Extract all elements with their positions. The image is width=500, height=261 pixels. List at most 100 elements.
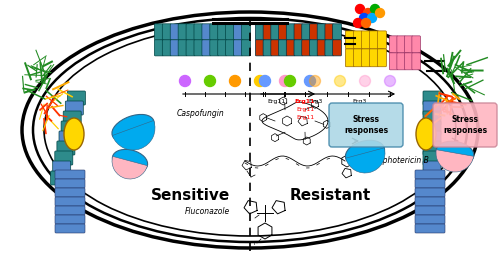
FancyBboxPatch shape (278, 40, 287, 56)
FancyBboxPatch shape (378, 31, 386, 49)
Ellipse shape (436, 141, 474, 165)
Circle shape (360, 14, 368, 22)
FancyBboxPatch shape (55, 206, 85, 215)
FancyBboxPatch shape (162, 24, 172, 40)
Ellipse shape (346, 140, 385, 166)
FancyBboxPatch shape (263, 40, 272, 56)
FancyBboxPatch shape (378, 49, 386, 67)
Ellipse shape (112, 149, 148, 173)
Circle shape (354, 19, 362, 27)
Circle shape (230, 75, 240, 86)
FancyBboxPatch shape (210, 24, 219, 40)
FancyBboxPatch shape (370, 49, 378, 67)
Circle shape (384, 75, 396, 86)
FancyBboxPatch shape (50, 171, 68, 185)
FancyBboxPatch shape (317, 24, 326, 40)
Circle shape (180, 75, 190, 86)
FancyBboxPatch shape (423, 91, 441, 105)
FancyBboxPatch shape (263, 24, 272, 40)
FancyBboxPatch shape (242, 40, 250, 56)
FancyBboxPatch shape (397, 53, 406, 70)
FancyBboxPatch shape (415, 188, 445, 197)
Ellipse shape (112, 114, 154, 141)
Text: Erg11: Erg11 (295, 99, 316, 104)
FancyBboxPatch shape (186, 24, 195, 40)
Ellipse shape (416, 118, 436, 150)
Ellipse shape (64, 118, 84, 150)
FancyBboxPatch shape (423, 171, 441, 185)
FancyBboxPatch shape (423, 131, 441, 145)
FancyBboxPatch shape (234, 24, 242, 40)
FancyBboxPatch shape (194, 24, 203, 40)
Text: Sensitive: Sensitive (150, 188, 230, 204)
FancyBboxPatch shape (218, 24, 226, 40)
FancyBboxPatch shape (415, 197, 445, 206)
FancyBboxPatch shape (302, 24, 310, 40)
FancyBboxPatch shape (415, 215, 445, 224)
FancyBboxPatch shape (55, 151, 73, 165)
FancyBboxPatch shape (256, 40, 264, 56)
Circle shape (370, 4, 380, 14)
Wedge shape (346, 148, 385, 173)
Text: F: F (254, 241, 256, 246)
Wedge shape (112, 156, 148, 179)
FancyBboxPatch shape (332, 40, 342, 56)
Text: Erg3: Erg3 (353, 99, 367, 104)
Wedge shape (436, 150, 474, 172)
Text: Erg11: Erg11 (267, 99, 285, 104)
Circle shape (260, 75, 270, 86)
FancyBboxPatch shape (55, 170, 85, 179)
Text: Caspofungin: Caspofungin (177, 109, 225, 118)
FancyBboxPatch shape (52, 161, 70, 175)
Text: Stress
responses: Stress responses (443, 115, 487, 135)
FancyBboxPatch shape (186, 40, 195, 56)
FancyBboxPatch shape (57, 141, 75, 155)
FancyBboxPatch shape (362, 49, 370, 67)
Circle shape (204, 75, 216, 86)
FancyBboxPatch shape (423, 161, 441, 175)
Circle shape (360, 75, 370, 86)
FancyBboxPatch shape (202, 40, 211, 56)
Text: Erg3: Erg3 (309, 99, 323, 104)
FancyBboxPatch shape (61, 121, 79, 135)
Circle shape (356, 4, 364, 14)
FancyBboxPatch shape (226, 40, 234, 56)
FancyBboxPatch shape (433, 103, 497, 147)
FancyBboxPatch shape (390, 53, 398, 70)
FancyBboxPatch shape (423, 151, 441, 165)
FancyBboxPatch shape (162, 40, 172, 56)
FancyBboxPatch shape (170, 24, 179, 40)
FancyBboxPatch shape (310, 40, 318, 56)
FancyBboxPatch shape (154, 24, 164, 40)
FancyBboxPatch shape (310, 24, 318, 40)
FancyBboxPatch shape (234, 40, 242, 56)
FancyBboxPatch shape (154, 40, 164, 56)
FancyBboxPatch shape (423, 111, 441, 125)
Circle shape (284, 75, 296, 86)
FancyBboxPatch shape (362, 31, 370, 49)
FancyBboxPatch shape (194, 40, 203, 56)
FancyBboxPatch shape (397, 36, 406, 53)
FancyBboxPatch shape (68, 91, 86, 105)
FancyBboxPatch shape (278, 24, 287, 40)
Circle shape (364, 9, 372, 17)
FancyBboxPatch shape (404, 53, 413, 70)
FancyBboxPatch shape (178, 40, 187, 56)
FancyBboxPatch shape (332, 24, 342, 40)
FancyBboxPatch shape (63, 111, 81, 125)
FancyBboxPatch shape (302, 40, 310, 56)
Circle shape (376, 9, 384, 17)
FancyBboxPatch shape (286, 24, 295, 40)
FancyBboxPatch shape (415, 179, 445, 188)
Circle shape (254, 75, 266, 86)
FancyBboxPatch shape (170, 40, 179, 56)
FancyBboxPatch shape (423, 121, 441, 135)
FancyBboxPatch shape (294, 24, 303, 40)
FancyBboxPatch shape (294, 40, 303, 56)
FancyBboxPatch shape (66, 101, 84, 115)
Wedge shape (112, 121, 155, 150)
FancyBboxPatch shape (271, 40, 280, 56)
Circle shape (334, 75, 345, 86)
FancyBboxPatch shape (55, 224, 85, 233)
FancyBboxPatch shape (242, 24, 250, 40)
